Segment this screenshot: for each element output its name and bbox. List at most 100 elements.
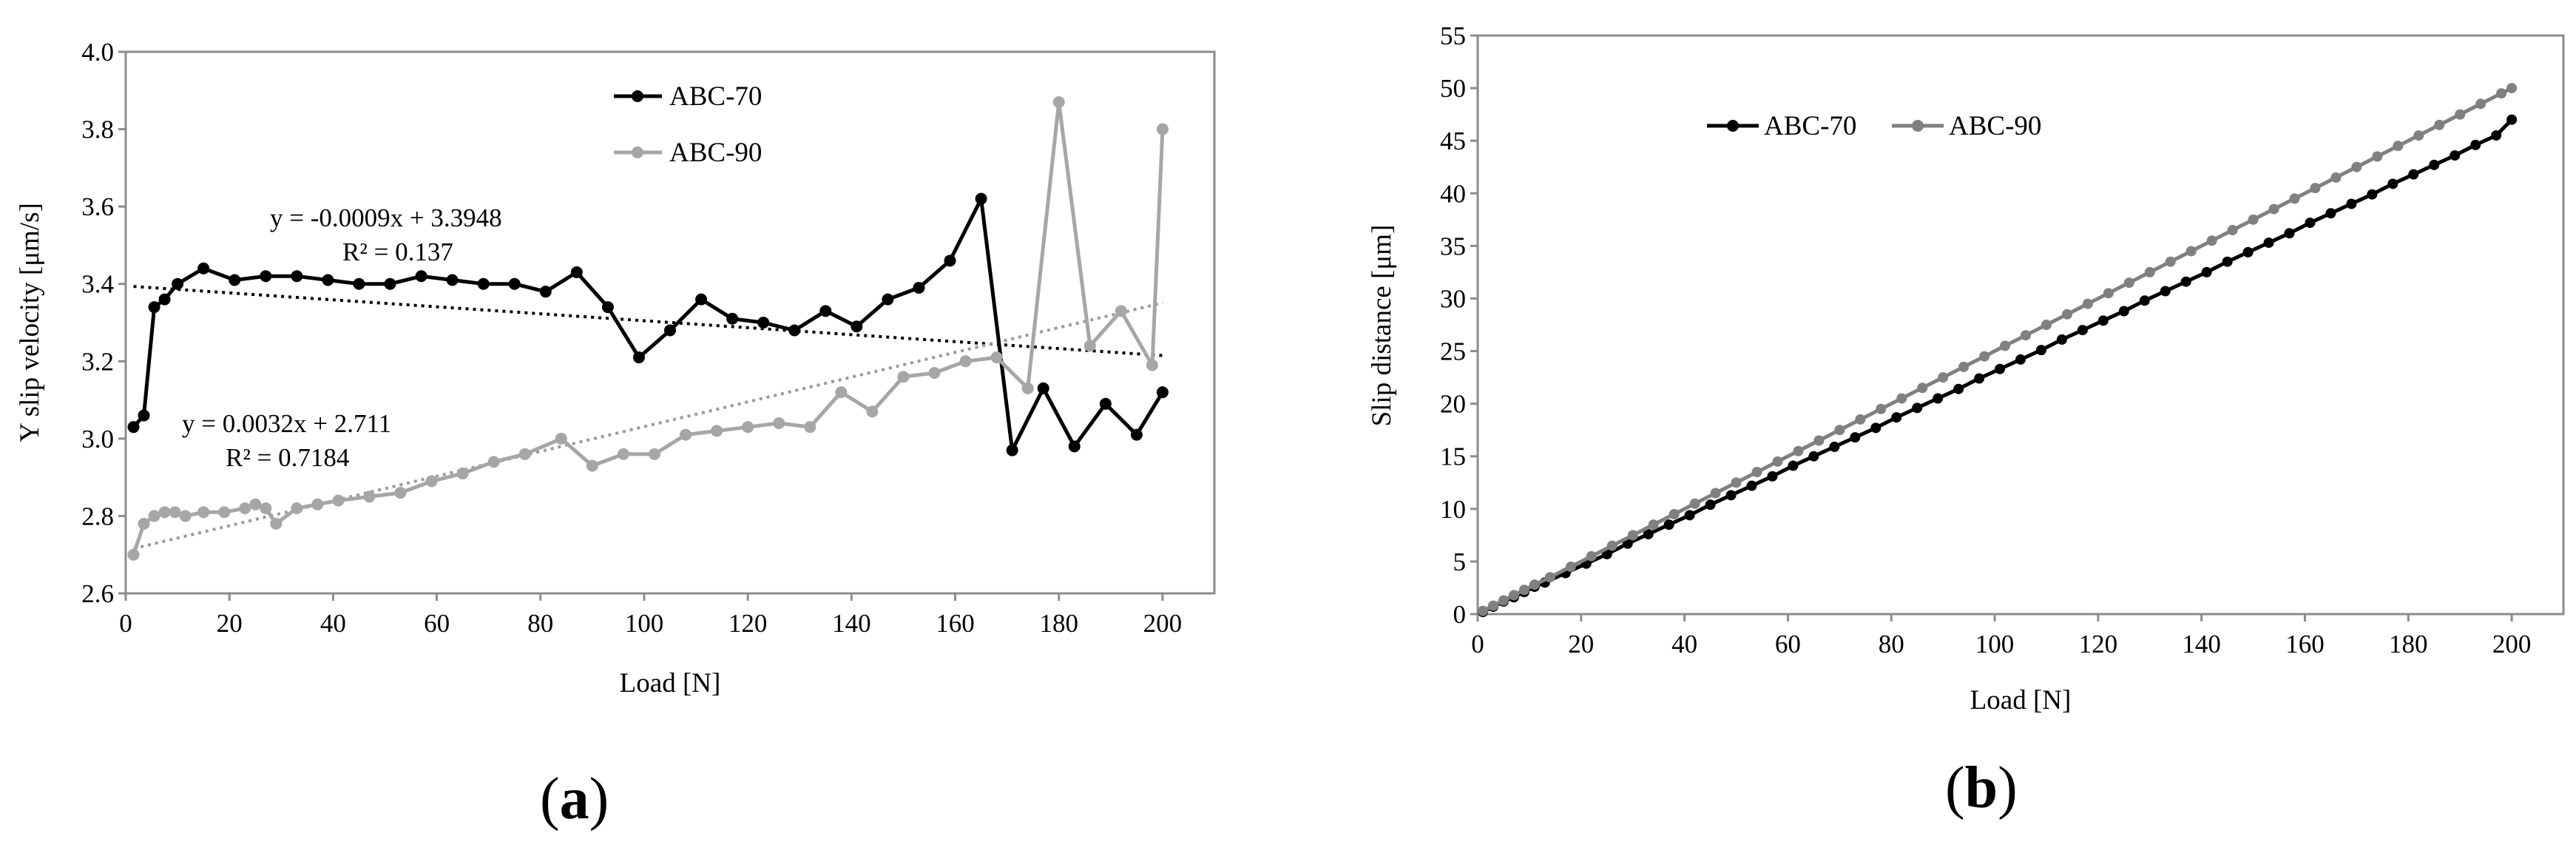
data-point-abc70-b (2118, 306, 2129, 317)
data-point-abc90-b (2351, 161, 2362, 172)
data-point-abc90-b (2041, 320, 2052, 330)
plot-area-a (124, 50, 1216, 595)
data-point-abc70-a (508, 277, 521, 290)
trendline-abc90-a (133, 301, 1163, 550)
data-point-abc70-a (819, 305, 832, 317)
data-point-abc90-b (2268, 203, 2279, 215)
y-tick-label-a: 4.0 (81, 38, 114, 67)
data-point-abc90-a (127, 548, 140, 561)
data-point-abc70-b (2470, 139, 2481, 150)
series-a (127, 95, 1169, 561)
data-point-abc70-b (1684, 510, 1695, 521)
data-point-abc90-a (804, 421, 817, 434)
data-point-abc90-b (2020, 330, 2031, 341)
data-point-abc90-a (897, 371, 910, 383)
data-point-abc70-b (1829, 441, 1840, 452)
data-point-abc90-a (291, 502, 303, 514)
legend-marker-abc90-a (632, 146, 643, 158)
x-tick-label-b: 160 (2285, 630, 2325, 658)
data-point-abc90-b (2475, 98, 2487, 110)
data-point-abc70-b (2491, 130, 2502, 141)
data-point-abc70-a (138, 409, 150, 422)
data-point-abc70-a (1006, 444, 1018, 457)
x-tick-label-b: 100 (1975, 630, 2015, 658)
data-point-abc70-a (944, 255, 956, 267)
x-tick-label-a: 160 (936, 609, 975, 638)
data-point-abc90-a (332, 494, 345, 507)
data-point-abc70-b (2222, 256, 2233, 267)
data-point-abc90-a (680, 428, 692, 441)
data-point-abc90-a (249, 498, 262, 511)
data-point-abc70-b (1705, 499, 1716, 511)
data-point-abc90-a (555, 432, 567, 445)
data-point-abc90-a (425, 475, 438, 488)
axis-ticks-b: 0 20 40 60 80 100 120 140 160 180 200 0 5 10 15 20 25 30 3… (1440, 21, 2531, 658)
data-point-abc70-a (601, 301, 614, 314)
data-point-abc90-b (1772, 456, 1783, 467)
data-point-abc90-b (2413, 130, 2424, 141)
axis-ticks-a: 0 20 40 60 80 100 120 140 160 180 200 2.6 2.8 3.0 3.2 3… (81, 38, 1182, 638)
data-point-abc70-a (1130, 428, 1143, 441)
x-tick-label-a: 40 (320, 609, 346, 638)
data-point-abc70-b (1746, 480, 1757, 491)
data-point-abc90-b (2061, 309, 2072, 320)
data-point-abc70-b (1788, 460, 1799, 471)
data-point-abc90-b (1487, 600, 1498, 611)
x-tick-label-a: 180 (1039, 609, 1078, 638)
data-point-abc90-b (2144, 266, 2155, 277)
y-tick-label-a: 3.8 (81, 115, 114, 144)
data-point-abc90-b (2103, 288, 2114, 299)
data-point-abc90-b (1508, 590, 1519, 601)
data-point-abc70-b (1891, 412, 1902, 423)
y-tick-label-a: 3.6 (81, 192, 114, 221)
data-point-abc70-b (1995, 363, 2006, 374)
data-point-abc70-a (322, 274, 334, 286)
y-tick-label-b: 40 (1440, 179, 1466, 208)
data-point-abc90-b (2455, 109, 2466, 120)
data-point-abc70-b (2160, 286, 2171, 297)
data-point-abc90-b (1518, 585, 1529, 596)
data-point-abc90-b (1710, 488, 1721, 499)
data-point-abc70-b (1663, 519, 1674, 530)
data-point-abc70-a (158, 293, 171, 306)
data-point-abc70-a (197, 262, 210, 274)
data-point-abc90-b (2082, 298, 2093, 309)
data-point-abc70-a (570, 266, 583, 279)
data-point-abc90-a (456, 467, 469, 479)
data-point-abc70-b (2242, 246, 2254, 257)
x-tick-label-b: 40 (1671, 630, 1697, 658)
x-tick-label-a: 80 (527, 609, 553, 638)
panel-label-b-letter: b (1964, 755, 1998, 821)
data-point-abc90-b (1938, 372, 1949, 383)
legend-marker-abc70-a (632, 90, 643, 102)
data-point-abc70-b (2139, 295, 2150, 306)
data-point-abc70-b (2450, 150, 2461, 161)
data-point-abc70-a (1156, 386, 1169, 399)
data-point-abc90-b (1648, 519, 1659, 530)
data-point-abc70-b (2346, 198, 2357, 209)
data-point-abc90-a (1052, 95, 1065, 108)
data-point-abc90-b (1979, 351, 1990, 362)
y-tick-label-b: 55 (1440, 21, 1466, 50)
data-point-abc90-b (2248, 214, 2259, 225)
x-tick-label-b: 200 (2492, 630, 2532, 658)
x-tick-label-a: 200 (1143, 609, 1183, 638)
legend-label-abc70-b: ABC-70 (1764, 111, 1856, 141)
data-point-abc90-b (1813, 435, 1825, 446)
trendlines-a (133, 285, 1163, 550)
data-point-abc70-a (851, 320, 863, 333)
data-point-abc70-b (2387, 178, 2398, 189)
data-point-abc90-b (2434, 119, 2445, 130)
data-point-abc70-a (632, 351, 645, 364)
data-point-abc70-b (2201, 266, 2212, 277)
data-point-abc90-a (742, 421, 754, 434)
data-point-abc90-a (270, 517, 283, 530)
legend-marker-abc70-b (1727, 120, 1739, 132)
data-point-abc70-a (415, 270, 427, 283)
y-tick-label-a: 2.6 (81, 579, 114, 608)
data-point-abc90-a (518, 448, 531, 460)
data-point-abc70-b (2367, 189, 2378, 200)
data-point-abc70-b (2506, 114, 2518, 125)
x-tick-label-b: 140 (2182, 630, 2221, 658)
